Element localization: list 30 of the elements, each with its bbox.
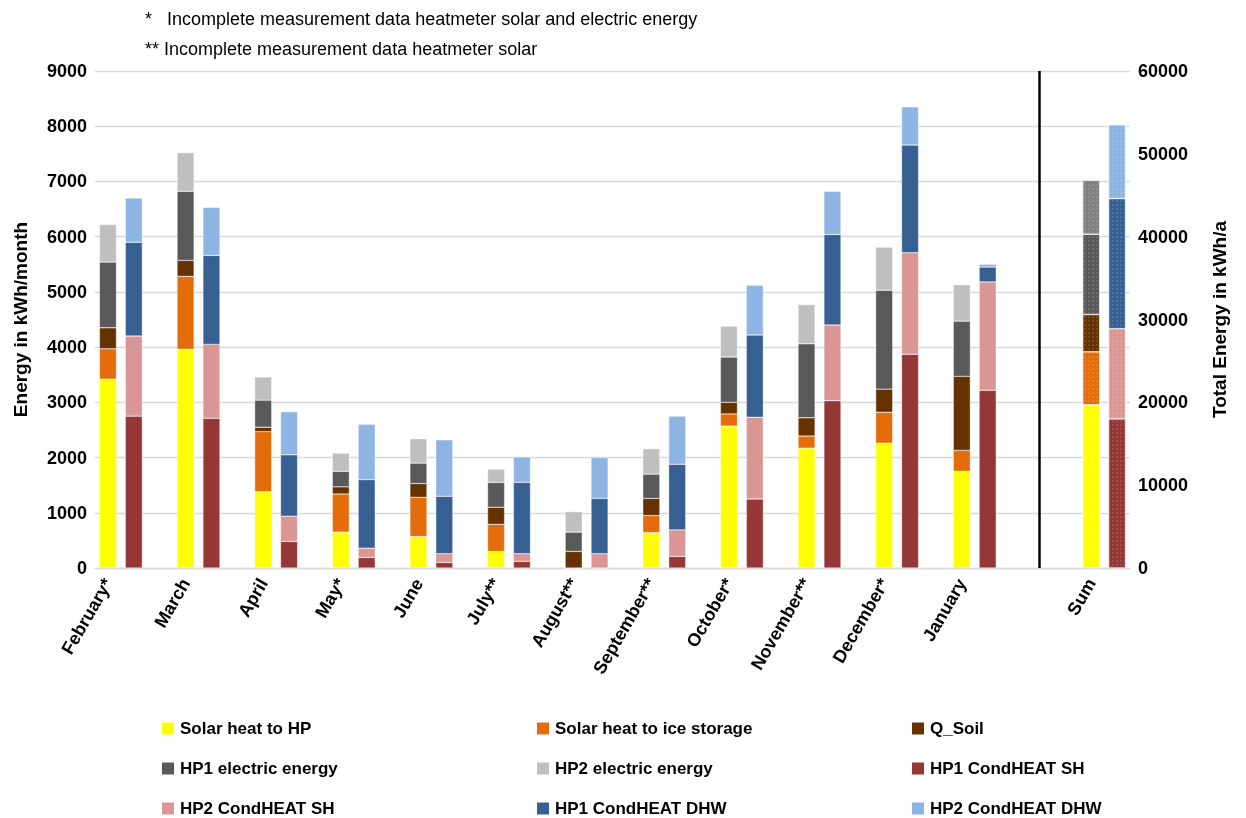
y2-tick-label: 50000 [1138,143,1189,164]
legend-label: HP1 electric energy [180,759,339,778]
y-axis-title: Energy in kWh/month [10,221,31,418]
y-tick-label: 9000 [46,61,87,81]
y2-tick-label: 40000 [1138,226,1189,247]
text: ** Incomplete measurement data heatmeter solar [145,39,538,59]
text: * Incomplete measurement data heatmeter solar and electric energy [145,9,698,29]
y2-tick-label: 10000 [1138,475,1189,496]
y2-tick-label: 20000 [1138,392,1189,413]
legend-label: HP1 CondHEAT DHW [555,799,728,818]
legend-label: HP2 CondHEAT SH [180,799,335,818]
y2-tick-label: 60000 [1138,61,1189,81]
legend-label: Solar heat to HP [180,719,312,738]
legend-label: HP1 CondHEAT SH [930,759,1085,778]
y-tick-label: 7000 [46,171,87,192]
y2-axis-title: Total Energy in kWh/a [1209,220,1230,419]
legend-label: Q_Soil [930,719,984,738]
y-tick-label: 3000 [46,392,87,413]
y2-tick-label: 0 [1138,558,1149,578]
y-tick-label: 4000 [46,337,87,358]
y2-tick-label: 30000 [1138,309,1189,330]
y-tick-label: 1000 [46,502,87,523]
legend-label: HP2 electric energy [555,759,714,778]
legend-label: HP2 CondHEAT DHW [930,799,1103,818]
y-tick-label: 8000 [46,116,87,137]
y-tick-label: 0 [76,558,87,578]
y-tick-label: 5000 [46,281,87,302]
y-tick-label: 6000 [46,226,87,247]
y-tick-label: 2000 [46,447,87,468]
legend-label: Solar heat to ice storage [555,719,753,738]
